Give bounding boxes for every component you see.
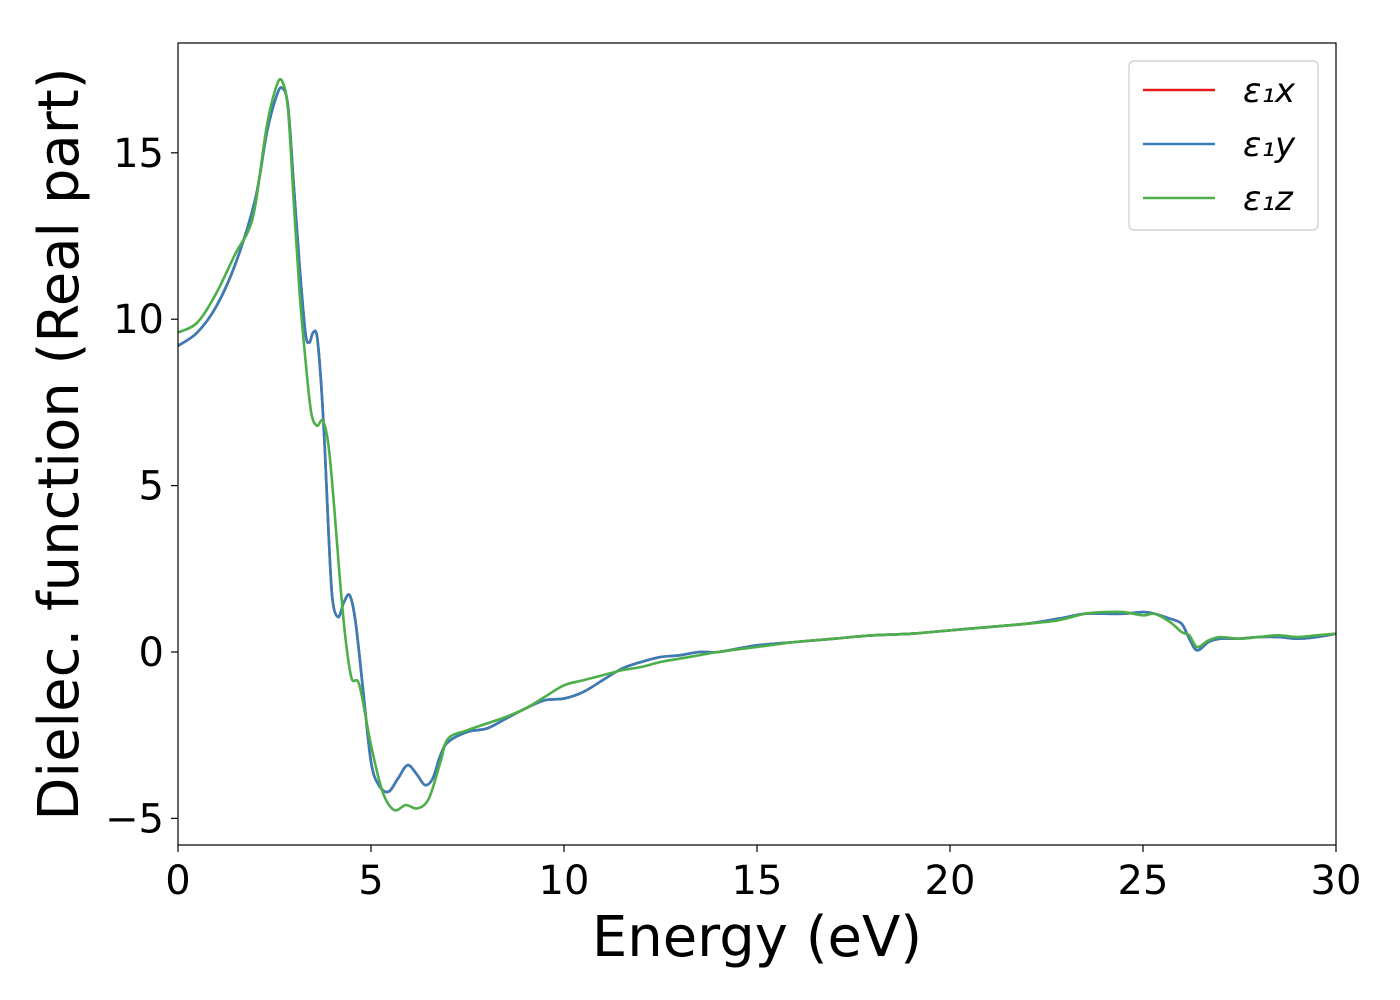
series-layer: [178, 77, 1336, 812]
x-axis-ticks: 0 5 10 15 20 25 30: [165, 845, 1361, 904]
x-tick-label: 5: [358, 858, 383, 904]
x-tick-label: 25: [1118, 858, 1169, 904]
y-axis-ticks: −5 0 5 10 15: [105, 131, 178, 842]
y-tick-label: −5: [105, 796, 164, 842]
legend-label: ε₁x: [1243, 71, 1296, 111]
x-tick-label: 20: [925, 858, 976, 904]
x-tick-label: 10: [539, 858, 590, 904]
series-line-3: [178, 77, 1336, 812]
y-axis-title: Dielec. function (Real part): [27, 67, 92, 820]
y-tick-label: 15: [113, 131, 164, 177]
y-tick-label: 0: [139, 630, 164, 676]
x-tick-label: 30: [1311, 858, 1362, 904]
x-tick-label: 0: [165, 858, 190, 904]
x-tick-label: 15: [732, 858, 783, 904]
x-axis-title: Energy (eV): [592, 905, 922, 970]
legend-label: ε₁y: [1243, 125, 1296, 165]
legend: ε₁x ε₁y ε₁z: [1128, 60, 1319, 231]
legend-box: [1128, 60, 1319, 231]
y-tick-label: 10: [113, 297, 164, 343]
y-tick-label: 5: [139, 464, 164, 510]
legend-label: ε₁z: [1243, 179, 1294, 219]
